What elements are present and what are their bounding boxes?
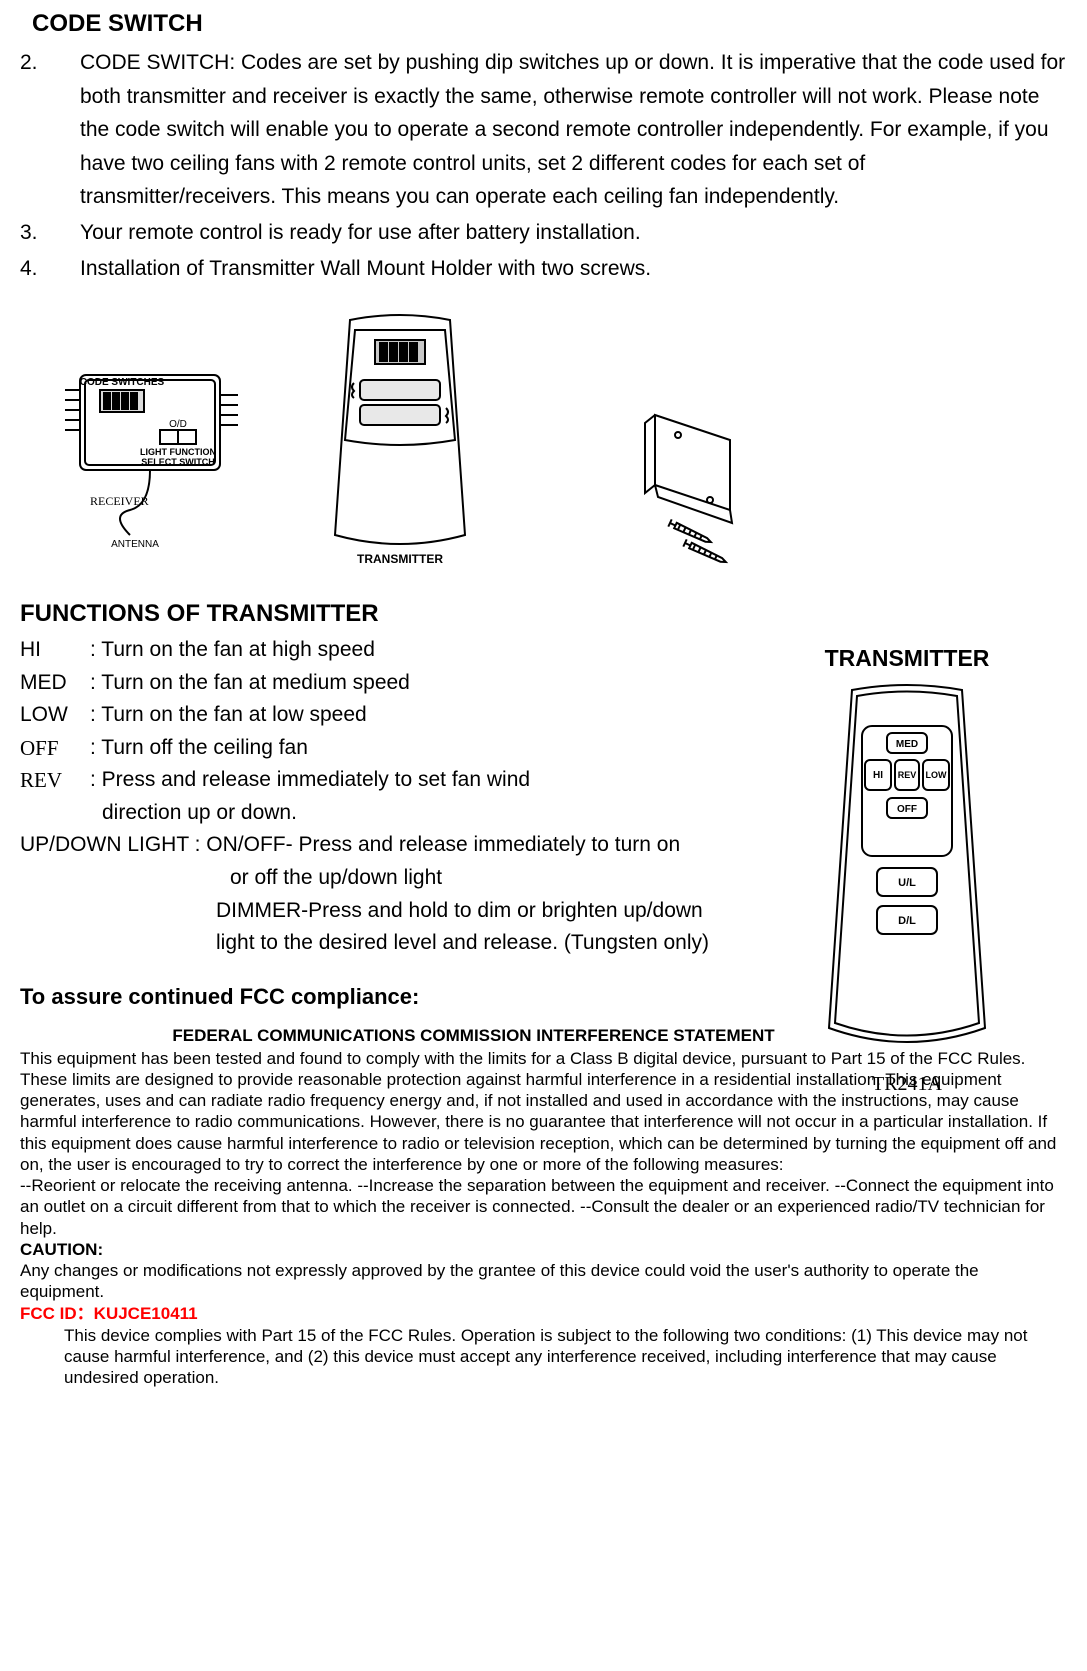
svg-text:ANTENNA: ANTENNA: [111, 539, 159, 550]
updown-cont: light to the desired level and release. …: [216, 927, 760, 960]
svg-text:CODE SWITCHES: CODE SWITCHES: [80, 377, 165, 388]
func-val: : Press and release immediately to set f…: [90, 764, 530, 797]
fcc-id: FCC ID：KUJCE10411: [20, 1303, 1067, 1324]
func-key: OFF: [20, 732, 90, 765]
wall-holder-figure: [600, 405, 780, 570]
fcc-body-2: --Reorient or relocate the receiving ant…: [20, 1175, 1067, 1239]
transmitter-front-figure: MED HI REV LOW OFF U/L D/L: [807, 678, 1007, 1058]
svg-text:O/D: O/D: [169, 419, 187, 430]
svg-text:D/L: D/L: [898, 915, 916, 927]
func-continuation: direction up or down.: [102, 797, 760, 830]
fcc-assure-title: To assure continued FCC compliance:: [20, 984, 760, 1010]
svg-text:RECEIVER: RECEIVER: [90, 494, 149, 508]
updown-light-block: UP/DOWN LIGHT : ON/OFF- Press and releas…: [20, 829, 760, 959]
functions-list: HI: Turn on the fan at high speed MED: T…: [20, 634, 760, 829]
list-number: 2.: [20, 46, 58, 214]
list-number: 4.: [20, 252, 58, 286]
svg-text:TRANSMITTER: TRANSMITTER: [357, 552, 443, 565]
list-number: 3.: [20, 216, 58, 250]
list-text: Installation of Transmitter Wall Mount H…: [74, 252, 1067, 286]
updown-cont: or off the up/down light: [230, 862, 760, 895]
func-key: HI: [20, 634, 90, 667]
section-title-functions: FUNCTIONS OF TRANSMITTER: [20, 600, 760, 628]
svg-text:OFF: OFF: [897, 804, 917, 815]
func-key: MED: [20, 667, 90, 700]
model-number: TR241A: [777, 1073, 1037, 1096]
list-text: CODE SWITCH: Codes are set by pushing di…: [74, 46, 1067, 214]
func-val: : Turn off the ceiling fan: [90, 732, 308, 765]
numbered-list: 2. CODE SWITCH: Codes are set by pushing…: [20, 46, 1067, 285]
part15-text: This device complies with Part 15 of the…: [64, 1325, 1067, 1389]
caution-label: CAUTION:: [20, 1239, 1067, 1260]
transmitter-back-figure: TRANSMITTER: [310, 305, 490, 570]
svg-text:MED: MED: [896, 739, 918, 750]
func-key: LOW: [20, 699, 90, 732]
updown-cont: DIMMER-Press and hold to dim or brighten…: [216, 895, 760, 928]
svg-text:LIGHT FUNCTION: LIGHT FUNCTION: [140, 447, 216, 457]
svg-text:U/L: U/L: [898, 877, 916, 889]
func-val: : Turn on the fan at medium speed: [90, 667, 410, 700]
svg-text:LOW: LOW: [926, 770, 947, 780]
func-val: : Turn on the fan at high speed: [90, 634, 375, 667]
caution-body: Any changes or modifications not express…: [20, 1260, 1067, 1303]
svg-text:REV: REV: [898, 770, 917, 780]
receiver-figure: CODE SWITCHES O/D LIGHT FUNCTION SELECT …: [60, 335, 280, 570]
svg-text:SELECT SWITCH: SELECT SWITCH: [141, 457, 215, 467]
func-key: REV: [20, 764, 90, 797]
section-title-code-switch: CODE SWITCH: [32, 10, 1067, 38]
transmitter-label: TRANSMITTER: [777, 645, 1037, 672]
list-text: Your remote control is ready for use aft…: [74, 216, 1067, 250]
func-val: : Turn on the fan at low speed: [90, 699, 367, 732]
updown-lead: UP/DOWN LIGHT : ON/OFF- Press and releas…: [20, 829, 760, 862]
svg-text:HI: HI: [873, 770, 883, 781]
